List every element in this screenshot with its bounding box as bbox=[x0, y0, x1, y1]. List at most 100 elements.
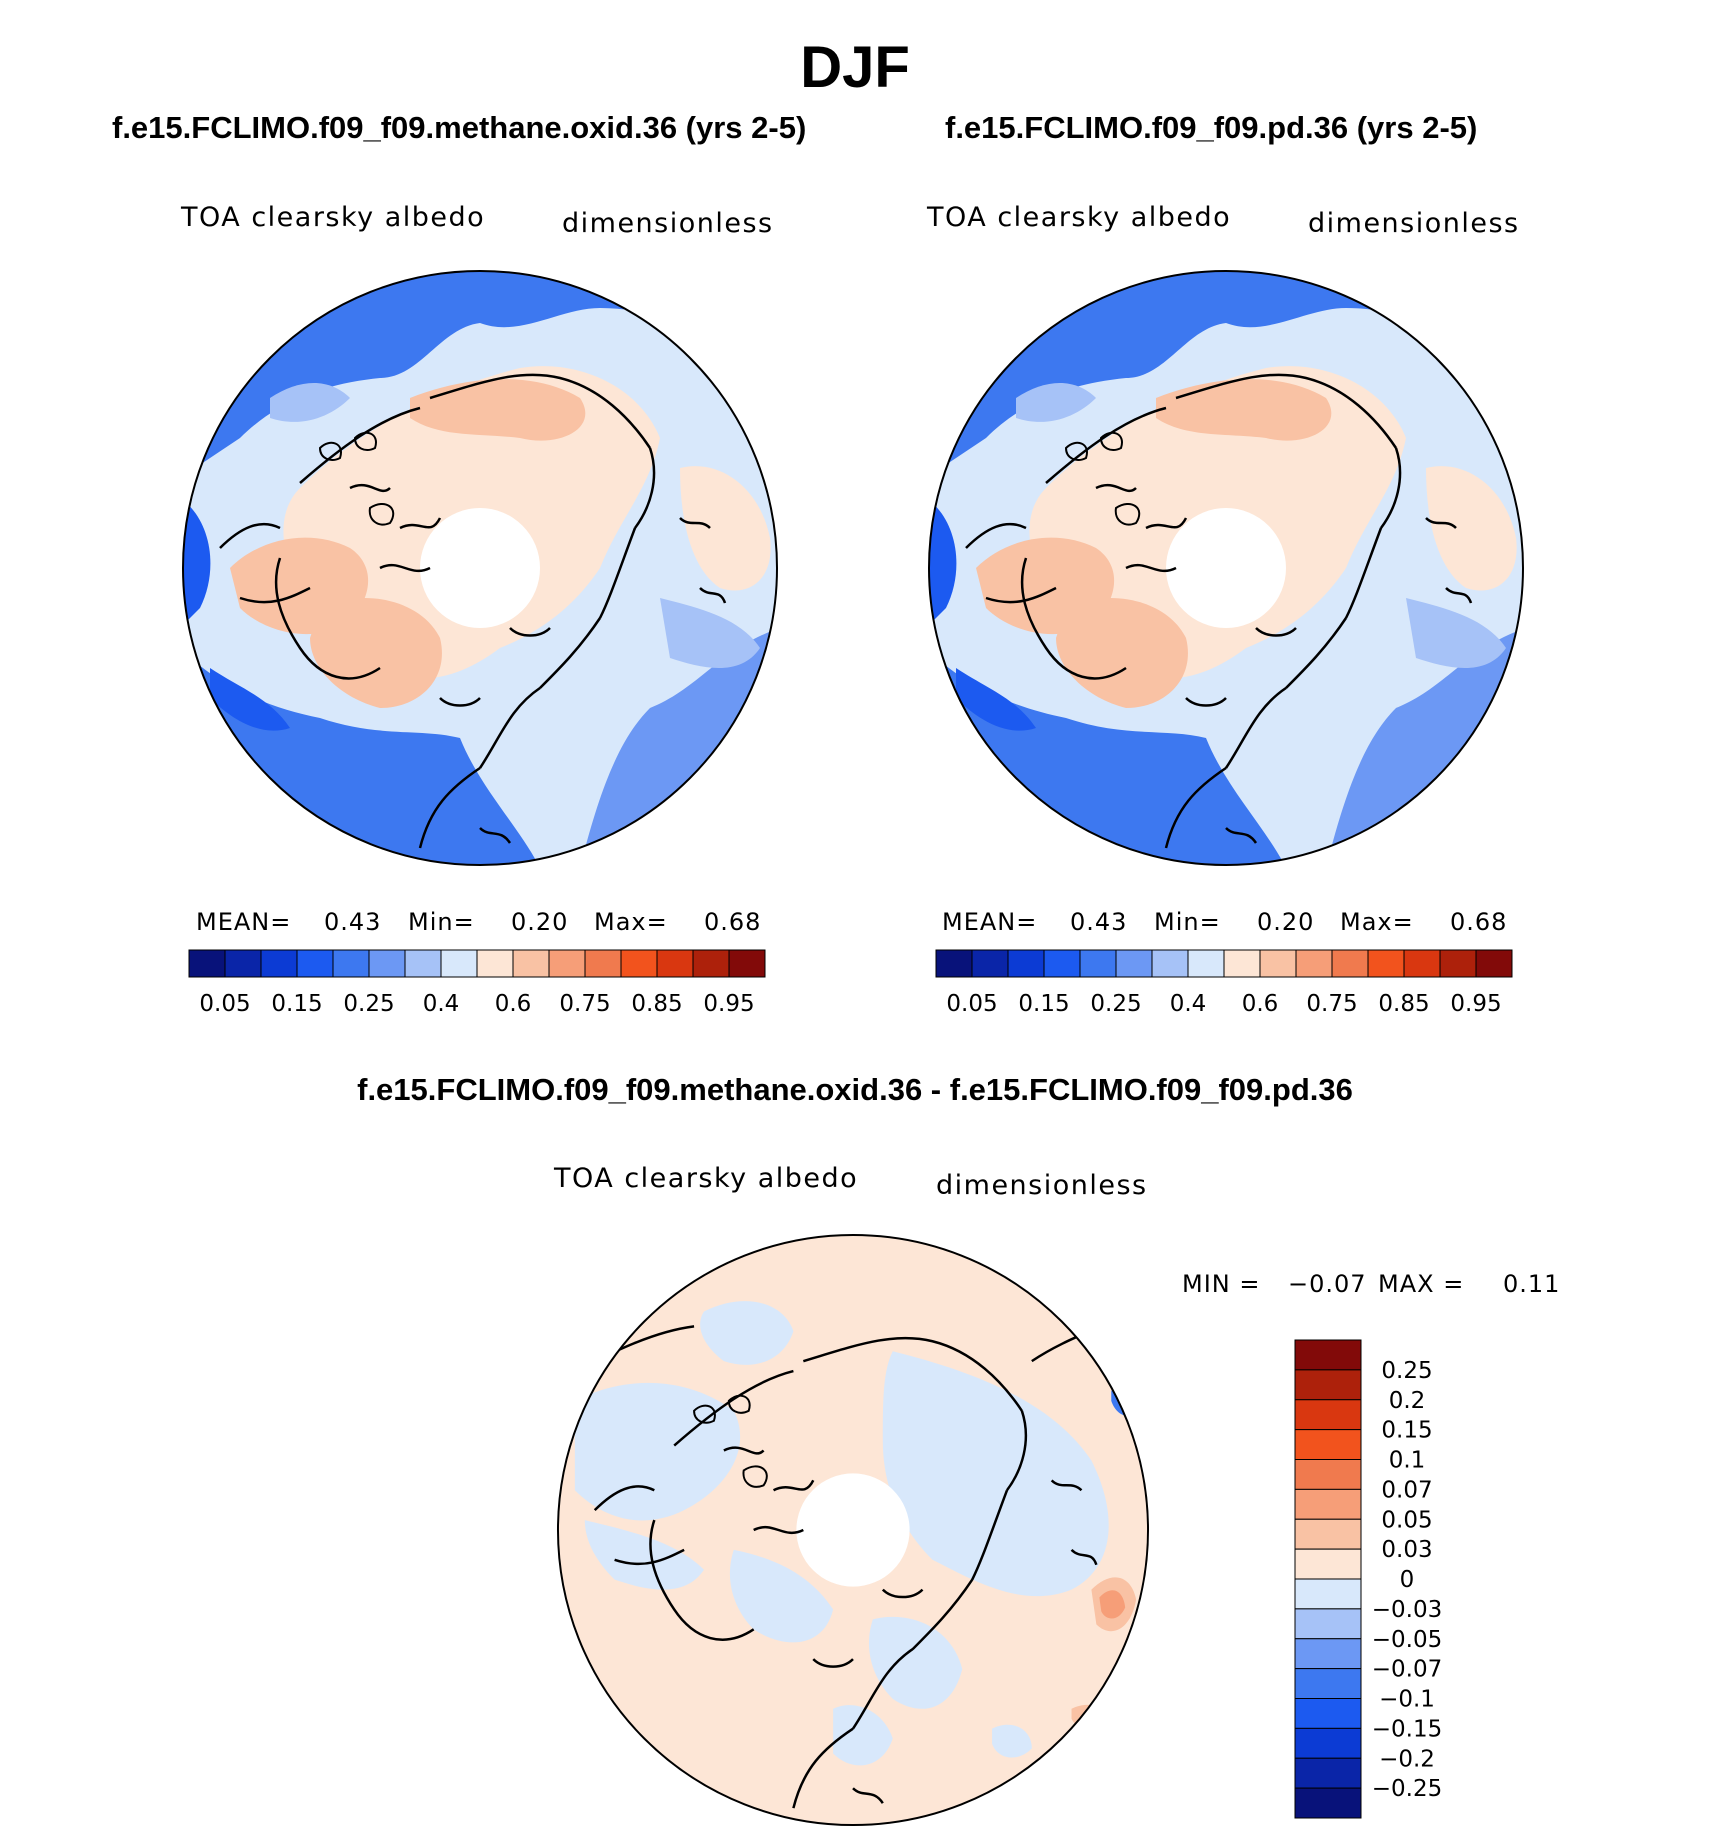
panel-1-colorbar-label: 0.25 bbox=[343, 991, 394, 1017]
panel-1-colorbar-label: 0.4 bbox=[423, 991, 460, 1017]
diff-max-value: 0.11 bbox=[1503, 1270, 1561, 1298]
diff-colorbar-label: −0.15 bbox=[1372, 1716, 1442, 1742]
panel-1-map bbox=[182, 270, 778, 866]
panel-1-max-label: Max= bbox=[594, 908, 668, 936]
panel-2-units-label: dimensionless bbox=[1308, 208, 1520, 239]
panel-2-colorbar-box-12 bbox=[1367, 949, 1405, 978]
diff-colorbar-box-11 bbox=[1294, 1668, 1362, 1699]
diff-colorbar-label: 0.1 bbox=[1389, 1448, 1426, 1474]
panel-1-units-label: dimensionless bbox=[562, 208, 774, 239]
panel-2-colorbar: 0.05 0.15 0.25 0.4 0.6 0.75 0.85 0.95 bbox=[935, 949, 1513, 1017]
diff-colorbar-box-2 bbox=[1294, 1399, 1362, 1431]
panel-1-colorbar-box-2 bbox=[260, 949, 298, 978]
diff-title: f.e15.FCLIMO.f09_f09.methane.oxid.36 - f… bbox=[357, 1072, 1353, 1107]
diff-colorbar-box-7 bbox=[1294, 1548, 1362, 1580]
panel-2-colorbar-box-9 bbox=[1259, 949, 1297, 978]
panel-2-colorbar-label: 0.4 bbox=[1170, 991, 1207, 1017]
panel-1-colorbar-box-10 bbox=[548, 949, 586, 978]
panel-2-colorbar-box-8 bbox=[1223, 949, 1261, 978]
diff-colorbar-box-9 bbox=[1294, 1608, 1362, 1640]
panel-2-colorbar-box-3 bbox=[1043, 949, 1081, 978]
diff-colorbar-box-0 bbox=[1294, 1339, 1362, 1371]
panel-1-colorbar-box-9 bbox=[512, 949, 550, 978]
panel-1-colorbar-box-5 bbox=[368, 949, 406, 978]
panel-2-min-value: 0.20 bbox=[1257, 908, 1315, 936]
panel-1-mean-label: MEAN= bbox=[196, 908, 292, 936]
panel-1-colorbar-box-11 bbox=[584, 949, 622, 978]
diff-colorbar-box-12 bbox=[1294, 1698, 1362, 1729]
panel-1-colorbar-label: 0.95 bbox=[703, 991, 754, 1017]
diff-min-value: −0.07 bbox=[1288, 1270, 1367, 1298]
panel-2-colorbar-label: 0.85 bbox=[1378, 991, 1429, 1017]
diff-colorbar-box-3 bbox=[1294, 1429, 1362, 1460]
panel-1-colorbar-label: 0.75 bbox=[559, 991, 610, 1017]
panel-1-min-label: Min= bbox=[408, 908, 475, 936]
panel-2-map bbox=[928, 270, 1524, 866]
panel-2-colorbar-box-13 bbox=[1403, 949, 1441, 978]
diff-variable-label: TOA clearsky albedo bbox=[554, 1163, 859, 1194]
panel-2-colorbar-box-15 bbox=[1475, 949, 1513, 978]
panel-1-colorbar-label: 0.15 bbox=[271, 991, 322, 1017]
panel-1-colorbar-label: 0.85 bbox=[631, 991, 682, 1017]
panel-1-colorbar-box-7 bbox=[440, 949, 478, 978]
panel-1-colorbar-box-8 bbox=[476, 949, 514, 978]
panel-1-max-value: 0.68 bbox=[704, 908, 762, 936]
panel-2-colorbar-label: 0.05 bbox=[946, 991, 997, 1017]
panel-2-colorbar-box-4 bbox=[1079, 949, 1117, 978]
diff-map bbox=[556, 1233, 1150, 1827]
panel-1-colorbar-box-15 bbox=[728, 949, 766, 978]
panel-2-colorbar-box-11 bbox=[1331, 949, 1369, 978]
panel-2-mean-value: 0.43 bbox=[1070, 908, 1128, 936]
diff-colorbar-label: −0.2 bbox=[1379, 1746, 1435, 1772]
panel-2-colorbar-label: 0.6 bbox=[1242, 991, 1279, 1017]
diff-colorbar-label: 0.25 bbox=[1381, 1358, 1432, 1384]
panel-1-colorbar-box-6 bbox=[404, 949, 442, 978]
diff-colorbar-label: −0.1 bbox=[1379, 1687, 1435, 1713]
diff-colorbar-box-1 bbox=[1294, 1369, 1362, 1401]
diff-colorbar-box-6 bbox=[1294, 1518, 1362, 1550]
panel-2-variable-label: TOA clearsky albedo bbox=[927, 202, 1232, 233]
panel-2-colorbar-box-10 bbox=[1295, 949, 1333, 978]
panel-1-colorbar-box-1 bbox=[224, 949, 262, 978]
panel-2-max-value: 0.68 bbox=[1450, 908, 1508, 936]
panel-2-colorbar-box-0 bbox=[935, 949, 973, 978]
panel-1-colorbar-box-14 bbox=[692, 949, 730, 978]
diff-colorbar-label: 0 bbox=[1400, 1567, 1415, 1593]
figure-title: DJF bbox=[800, 35, 910, 100]
diff-min-label: MIN = bbox=[1182, 1270, 1261, 1298]
diff-colorbar-label: 0.05 bbox=[1381, 1507, 1432, 1533]
panel-1-mean-value: 0.43 bbox=[324, 908, 382, 936]
diff-colorbar: 0.25 0.2 0.15 0.1 0.07 0.05 0.03 0 −0.03 −0.05 −0.… bbox=[1294, 1339, 1442, 1819]
panel-2-colorbar-label: 0.75 bbox=[1306, 991, 1357, 1017]
panel-2-colorbar-box-7 bbox=[1187, 949, 1225, 978]
panel-2-colorbar-label: 0.25 bbox=[1090, 991, 1141, 1017]
diff-colorbar-box-15 bbox=[1294, 1787, 1362, 1819]
diff-colorbar-label: 0.15 bbox=[1381, 1418, 1432, 1444]
panel-2-colorbar-box-2 bbox=[1007, 949, 1045, 978]
panel-1-colorbar: 0.05 0.15 0.25 0.4 0.6 0.75 0.85 0.95 bbox=[188, 949, 766, 1017]
panel-1-colorbar-box-13 bbox=[656, 949, 694, 978]
panel-1-colorbar-box-3 bbox=[296, 949, 334, 978]
diff-colorbar-label: −0.07 bbox=[1372, 1657, 1442, 1683]
diff-colorbar-label: −0.03 bbox=[1372, 1597, 1442, 1623]
diff-colorbar-label: 0.03 bbox=[1381, 1537, 1432, 1563]
panel-2-colorbar-box-14 bbox=[1439, 949, 1477, 978]
panel-1-colorbar-box-12 bbox=[620, 949, 658, 978]
panel-2-colorbar-box-1 bbox=[971, 949, 1009, 978]
diff-colorbar-box-5 bbox=[1294, 1488, 1362, 1520]
panel-2-min-label: Min= bbox=[1154, 908, 1221, 936]
diff-colorbar-box-4 bbox=[1294, 1459, 1362, 1490]
diff-colorbar-label: 0.07 bbox=[1381, 1477, 1432, 1503]
diff-colorbar-label: −0.05 bbox=[1372, 1627, 1442, 1653]
panel-1-colorbar-box-0 bbox=[188, 949, 226, 978]
diff-colorbar-box-8 bbox=[1294, 1578, 1362, 1610]
panel-1-colorbar-label: 0.05 bbox=[199, 991, 250, 1017]
panel-1-min-value: 0.20 bbox=[511, 908, 569, 936]
panel-2-mean-label: MEAN= bbox=[942, 908, 1038, 936]
diff-max-label: MAX = bbox=[1378, 1270, 1465, 1298]
diff-colorbar-box-13 bbox=[1294, 1727, 1362, 1759]
panel-2-max-label: Max= bbox=[1340, 908, 1414, 936]
panel-1-variable-label: TOA clearsky albedo bbox=[181, 202, 486, 233]
panel-2-colorbar-box-6 bbox=[1151, 949, 1189, 978]
diff-colorbar-label: −0.25 bbox=[1372, 1776, 1442, 1802]
